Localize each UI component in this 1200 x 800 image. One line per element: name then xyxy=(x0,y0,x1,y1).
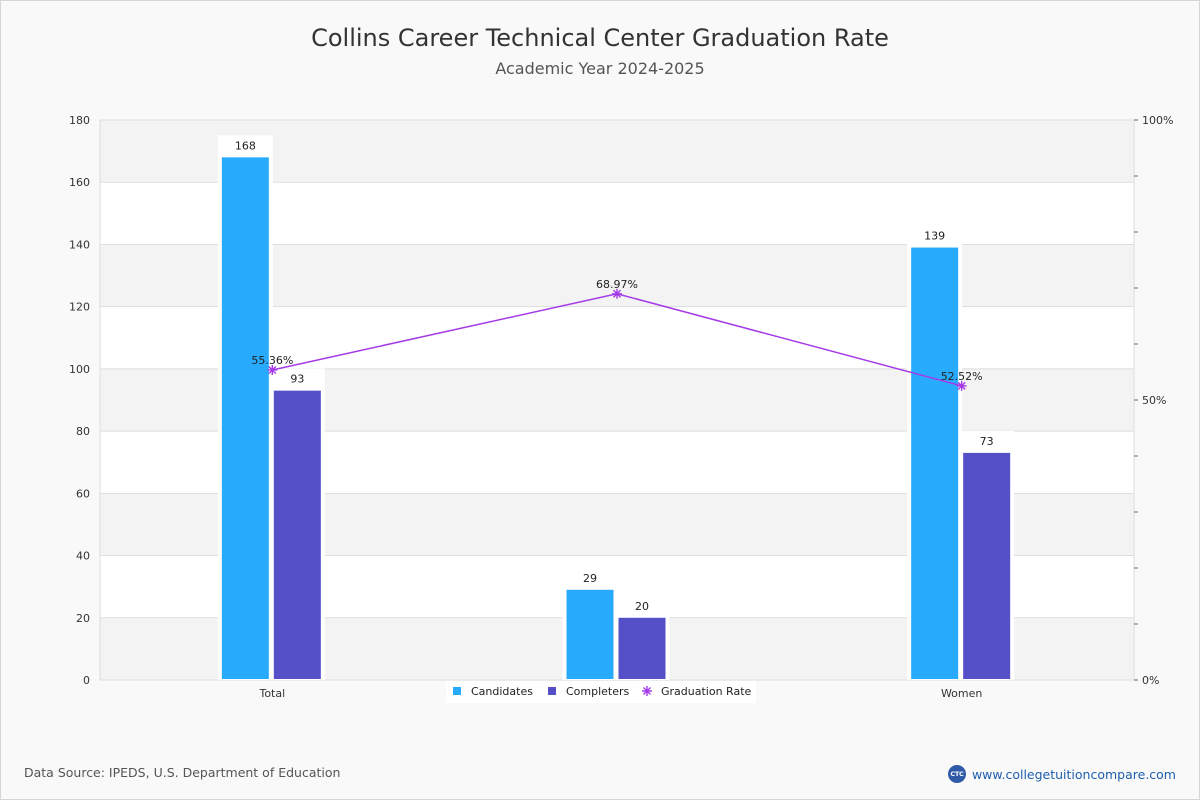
graduation-rate-point xyxy=(956,380,967,391)
completers-bar xyxy=(273,390,321,679)
legend-label: Candidates xyxy=(471,685,533,698)
legend-star-icon xyxy=(642,686,652,696)
chart-subtitle: Academic Year 2024-2025 xyxy=(495,59,705,78)
candidates-bar xyxy=(566,589,614,679)
legend-label: Graduation Rate xyxy=(661,685,752,698)
graduation-rate-point xyxy=(267,364,278,375)
graduation-rate-label: 52.52% xyxy=(941,370,983,383)
y-tick-label: 60 xyxy=(76,487,90,500)
y-tick-label: 80 xyxy=(76,425,90,438)
site-url[interactable]: www.collegetuitioncompare.com xyxy=(971,766,1176,782)
graduation-rate-point xyxy=(612,288,622,299)
right-axis-tick-label: 0% xyxy=(1142,674,1159,687)
y-tick-label: 140 xyxy=(69,238,90,251)
y-tick-label: 120 xyxy=(69,301,90,314)
completers-value-label: 20 xyxy=(635,600,649,613)
right-axis-tick-label: 50% xyxy=(1142,394,1166,407)
site-logo-icon: CTC xyxy=(947,765,966,783)
graduation-rate-label: 55.36% xyxy=(251,354,293,367)
right-axis-tick-label: 100% xyxy=(1142,114,1173,127)
completers-value-label: 93 xyxy=(290,373,304,386)
y-tick-label: 40 xyxy=(76,550,90,563)
y-tick-label: 160 xyxy=(69,176,90,189)
candidates-bar xyxy=(911,247,959,680)
candidates-value-label: 139 xyxy=(924,230,945,243)
completers-value-label: 73 xyxy=(980,435,994,448)
legend-swatch xyxy=(548,687,556,695)
y-tick-label: 0 xyxy=(83,674,90,687)
legend-swatch xyxy=(453,687,461,695)
data-source-note: Data Source: IPEDS, U.S. Department of E… xyxy=(24,765,341,780)
candidates-bar xyxy=(221,157,269,680)
legend-label: Completers xyxy=(566,685,630,698)
candidates-value-label: 29 xyxy=(583,572,597,585)
graduation-rate-label: 68.97% xyxy=(596,278,638,291)
candidates-value-label: 168 xyxy=(235,139,256,152)
y-tick-label: 180 xyxy=(69,114,90,127)
completers-bar xyxy=(618,617,666,679)
completers-bar xyxy=(963,452,1011,679)
x-category-label: Women xyxy=(941,687,982,700)
chart-title: Collins Career Technical Center Graduati… xyxy=(311,24,889,52)
y-tick-label: 20 xyxy=(76,612,90,625)
y-tick-label: 100 xyxy=(69,363,90,376)
x-category-label: Total xyxy=(258,687,285,700)
site-link[interactable]: CTC www.collegetuitioncompare.com xyxy=(947,765,1176,783)
legend-box xyxy=(446,681,756,703)
